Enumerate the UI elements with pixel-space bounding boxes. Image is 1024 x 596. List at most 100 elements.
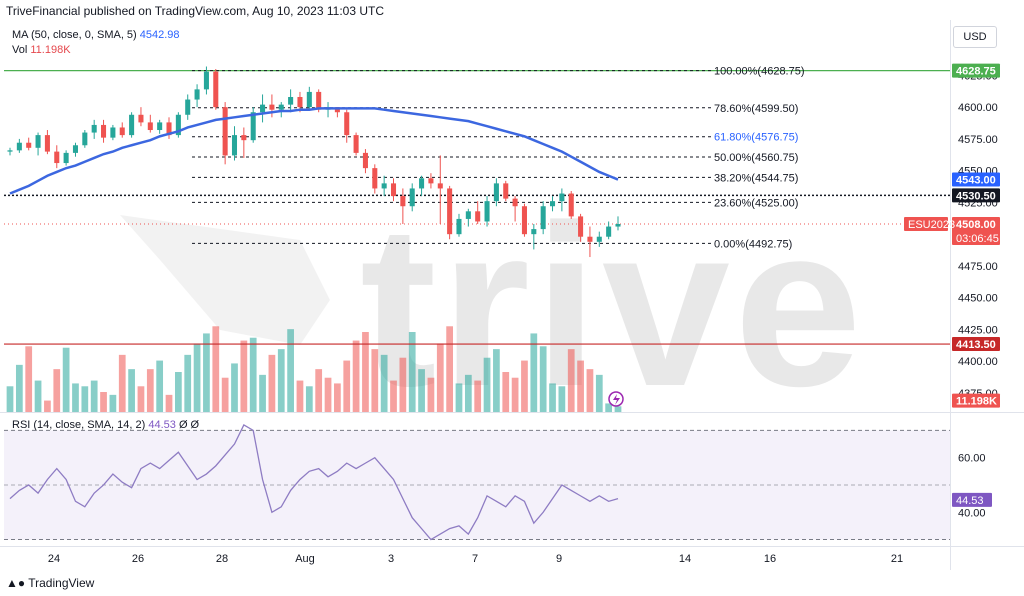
- price-tick-label: 4400.00: [958, 356, 998, 368]
- symbol-badge: [904, 217, 948, 232]
- volume-bar: [305, 386, 313, 412]
- volume-bar: [6, 386, 14, 412]
- candle-body: [297, 96, 303, 108]
- volume-bar: [296, 380, 304, 412]
- price-axis-badge: [952, 63, 1000, 78]
- volume-bar: [464, 374, 472, 412]
- volume-bar: [595, 374, 603, 412]
- candle-body: [157, 122, 163, 131]
- candle-body: [362, 152, 368, 169]
- volume-bar: [511, 377, 519, 412]
- time-tick-label: 9: [556, 553, 562, 565]
- volume-bar: [455, 383, 463, 412]
- volume-bar: [436, 343, 444, 412]
- price-tick-label: 4475.00: [958, 261, 998, 273]
- candle-body: [578, 216, 584, 237]
- candle-body: [456, 218, 462, 235]
- candle-body: [540, 206, 546, 230]
- volume-bar: [193, 343, 201, 412]
- fib-level-label: 78.60%(4599.50): [714, 103, 798, 115]
- watermark-text: trive: [360, 177, 866, 434]
- price-axis-badge-label: 4413.50: [956, 339, 996, 351]
- volume-bar: [418, 369, 425, 412]
- volume-bar: [567, 349, 575, 412]
- candle-body: [372, 168, 378, 189]
- candle-body: [419, 178, 425, 189]
- volume-bar: [72, 383, 79, 412]
- volume-bar: [156, 360, 164, 412]
- volume-bar: [427, 377, 435, 412]
- ma-legend[interactable]: MA (50, close, 0, SMA, 5) 4542.98: [12, 29, 180, 41]
- candle-body: [222, 107, 228, 156]
- rsi-axis-badge: [952, 492, 992, 507]
- rsi-legend[interactable]: RSI (14, close, SMA, 14, 2) 44.53 Ø Ø: [12, 419, 199, 431]
- candle-body: [493, 183, 499, 202]
- candle-body: [521, 206, 527, 235]
- volume-bar: [530, 333, 538, 412]
- price-tick-label: 4450.00: [958, 293, 998, 305]
- volume-bar: [240, 340, 248, 412]
- fib-level-label: 38.20%(4544.75): [714, 172, 798, 184]
- vol-legend[interactable]: Vol 11.198K: [12, 44, 71, 56]
- candle-body: [119, 127, 125, 136]
- rsi-legend-label: RSI (14, close, SMA, 14, 2): [12, 419, 146, 431]
- rsi-legend-value: 44.53: [148, 419, 176, 431]
- candle-body: [278, 104, 284, 110]
- tradingview-logo-icon: ▲●: [6, 576, 26, 590]
- volume-bar: [62, 347, 70, 412]
- candle-body: [63, 152, 69, 164]
- fib-level-label: 100.00%(4628.75): [714, 66, 805, 78]
- volume-bar: [558, 386, 566, 412]
- candle-body: [241, 135, 247, 141]
- volume-bar: [408, 332, 416, 412]
- volume-bar: [118, 354, 126, 412]
- candle-body: [175, 114, 181, 136]
- candle-body: [475, 211, 481, 222]
- time-tick-label: 14: [679, 553, 691, 565]
- candle-body: [587, 236, 593, 242]
- volume-bar: [100, 392, 107, 412]
- price-axis-badge: [952, 393, 1000, 408]
- candle-body: [503, 183, 509, 199]
- candle-body: [409, 188, 415, 207]
- time-tick-label: 26: [132, 553, 144, 565]
- volume-bar: [44, 400, 51, 412]
- volume-bar: [399, 357, 407, 412]
- candle-body: [203, 71, 209, 90]
- volume-bar: [165, 394, 173, 412]
- price-axis-badge-label: 4508.00: [956, 219, 996, 231]
- countdown-label: 03:06:45: [956, 233, 999, 245]
- volume-bar: [146, 369, 154, 412]
- candle-body: [166, 122, 172, 136]
- candle-body: [138, 114, 144, 123]
- price-axis-badge: [952, 217, 1000, 246]
- volume-bar: [34, 380, 42, 412]
- currency-button[interactable]: USD: [953, 26, 997, 48]
- volume-bar: [390, 380, 397, 412]
- candle-body: [110, 127, 116, 138]
- volume-bar: [352, 340, 360, 412]
- candle-body: [437, 183, 443, 189]
- candle-body: [16, 142, 22, 151]
- volume-bar: [137, 386, 145, 412]
- candle-body: [185, 99, 191, 115]
- volume-bar: [324, 377, 332, 412]
- rsi-legend-extra: Ø Ø: [178, 419, 200, 431]
- volume-bar: [539, 346, 547, 412]
- candle-body: [129, 114, 135, 136]
- volume-bar: [605, 403, 613, 412]
- candle-body: [231, 135, 238, 156]
- price-tick-label: 4600.00: [958, 102, 998, 114]
- candle-body: [353, 135, 359, 153]
- tradingview-logo[interactable]: ▲● TradingView: [6, 576, 94, 590]
- time-tick-label: 21: [891, 553, 903, 565]
- volume-bar: [287, 329, 294, 412]
- candle-body: [568, 193, 574, 217]
- candle-body: [428, 178, 434, 184]
- candle-body: [35, 135, 41, 148]
- candle-body: [596, 236, 602, 242]
- event-lightning-icon: [608, 391, 624, 407]
- volume-bar: [221, 377, 229, 412]
- candle-body: [306, 91, 312, 108]
